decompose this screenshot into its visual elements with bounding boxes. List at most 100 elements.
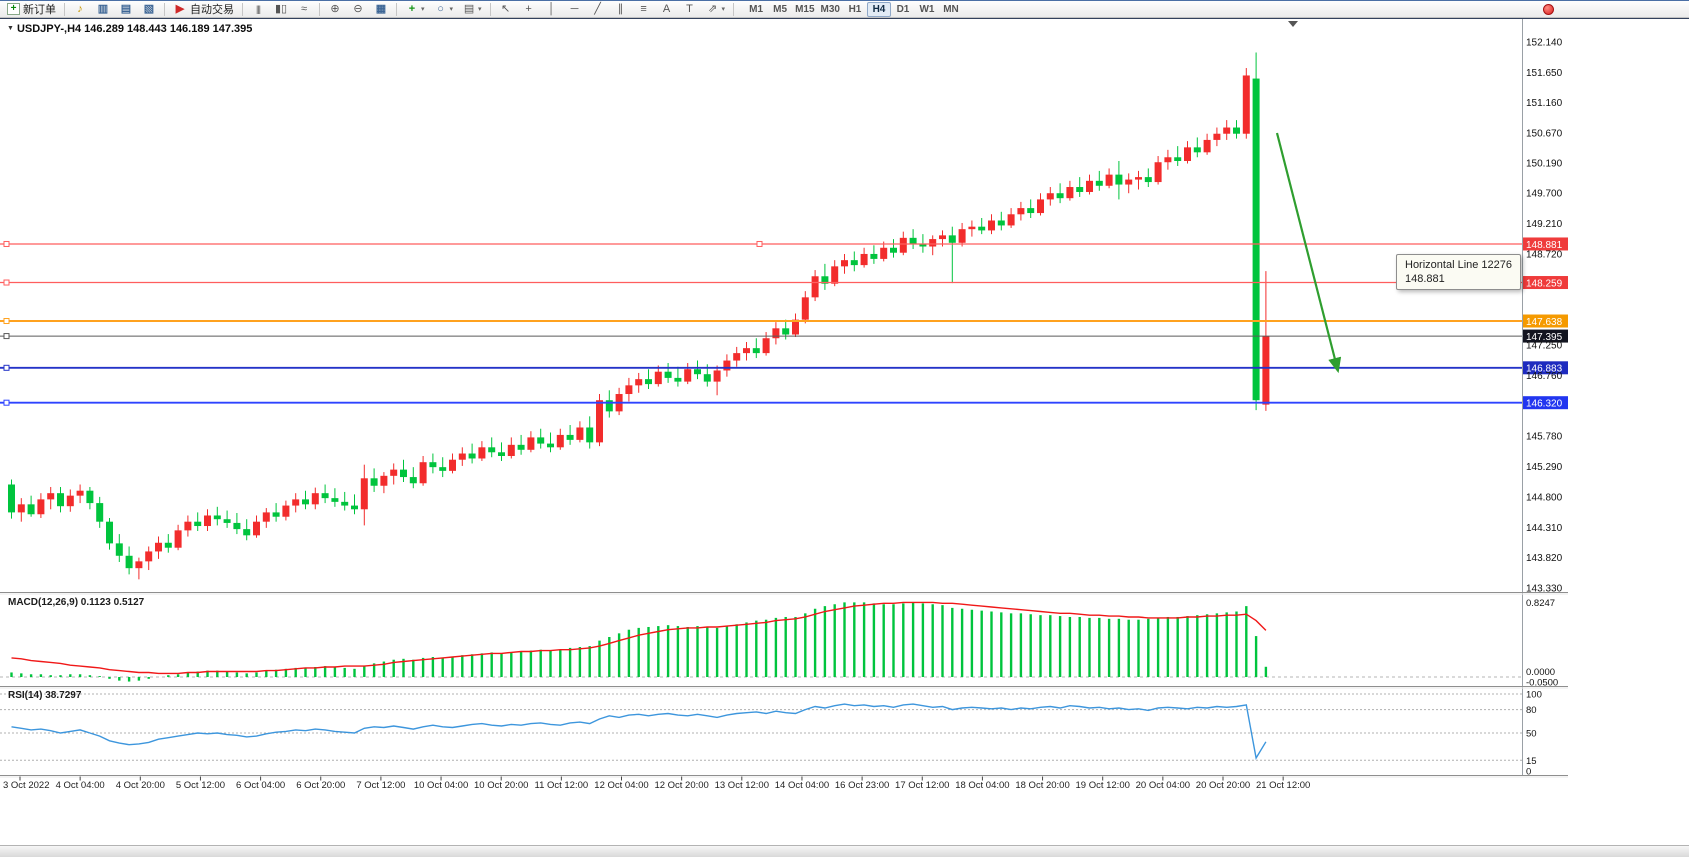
svg-text:143.330: 143.330 — [1526, 584, 1563, 595]
tf-m1-button[interactable]: M1 — [744, 2, 768, 17]
candlestick-icon: ▮▯ — [274, 2, 288, 15]
toolbar-separator — [733, 2, 735, 16]
notification-icon[interactable] — [1543, 4, 1554, 15]
cursor-button[interactable]: ↖ — [495, 2, 517, 17]
tf-h1-button[interactable]: H1 — [843, 2, 867, 17]
new-order-icon: + — [7, 3, 20, 15]
crosshair-button[interactable]: + — [518, 2, 540, 17]
svg-text:0: 0 — [1526, 767, 1531, 778]
svg-text:3 Oct 2022: 3 Oct 2022 — [3, 780, 49, 791]
tf-d1-button[interactable]: D1 — [891, 2, 915, 17]
main-toolbar: + 新订单 ♪ ▥ ▤ ▧ ▶ 自动交易 ||| ▮▯ ≈ ⊕ ⊖ ▦ + ▾ ○… — [0, 0, 1689, 18]
time-axis[interactable] — [0, 777, 1522, 793]
svg-text:0.0000: 0.0000 — [1526, 667, 1555, 678]
indicators-icon: + — [408, 2, 416, 15]
svg-text:80: 80 — [1526, 705, 1537, 716]
svg-text:146.760: 146.760 — [1526, 371, 1563, 382]
svg-text:6 Oct 04:00: 6 Oct 04:00 — [236, 780, 285, 791]
svg-text:152.140: 152.140 — [1526, 38, 1563, 49]
svg-text:18 Oct 20:00: 18 Oct 20:00 — [1015, 780, 1069, 791]
svg-text:146.320: 146.320 — [1526, 398, 1563, 409]
svg-text:6 Oct 20:00: 6 Oct 20:00 — [296, 780, 345, 791]
tf-h4-button[interactable]: H4 — [866, 1, 891, 17]
zoom-out-button[interactable]: ⊖ — [347, 2, 369, 17]
svg-text:7 Oct 12:00: 7 Oct 12:00 — [356, 780, 405, 791]
new-order-label: 新订单 — [23, 4, 56, 16]
chevron-down-icon: ▾ — [421, 6, 425, 13]
candlestick-button[interactable]: ▮▯ — [270, 2, 292, 17]
tooltip-line1: Horizontal Line 12276 — [1405, 259, 1513, 271]
periods-button[interactable]: ○ ▾ — [430, 2, 458, 17]
text-label-button[interactable]: T — [679, 2, 701, 17]
svg-text:143.820: 143.820 — [1526, 553, 1563, 564]
crosshair-icon: + — [525, 2, 532, 15]
timeframe-toolbar: M1 M5 M15 M30 H1 H4 D1 W1 MN — [744, 1, 963, 17]
autotrading-button[interactable]: ▶ 自动交易 — [169, 2, 238, 17]
tf-m30-button[interactable]: M30 — [818, 2, 843, 17]
chart-title: ▼ USDJPY-,H4 146.289 148.443 146.189 147.… — [7, 23, 252, 35]
svg-text:146.883: 146.883 — [1526, 364, 1563, 375]
svg-text:149.210: 149.210 — [1526, 219, 1563, 230]
navigator-button[interactable]: ▧ — [138, 2, 160, 17]
tile-windows-icon: ▦ — [375, 2, 387, 15]
svg-text:4 Oct 20:00: 4 Oct 20:00 — [116, 780, 165, 791]
channel-button[interactable]: ∥ — [610, 2, 632, 17]
line-chart-button[interactable]: ≈ — [293, 2, 315, 17]
tf-m5-button[interactable]: M5 — [768, 2, 792, 17]
templates-icon: ▤ — [463, 2, 475, 15]
zoom-out-icon: ⊖ — [353, 2, 363, 15]
tf-mn-button[interactable]: MN — [939, 2, 963, 17]
text-button[interactable]: A — [656, 2, 678, 17]
svg-text:151.650: 151.650 — [1526, 68, 1563, 79]
arrows-button[interactable]: ⇗ ▾ — [702, 2, 730, 17]
trendline-button[interactable]: ╱ — [587, 2, 609, 17]
bar-chart-button[interactable]: ||| — [247, 2, 269, 17]
svg-text:148.259: 148.259 — [1526, 278, 1563, 289]
svg-text:4 Oct 04:00: 4 Oct 04:00 — [56, 780, 105, 791]
chart-canvas[interactable]: 148.881 148.259 147.638 147.395 146.883 146.3… — [0, 17, 1689, 857]
svg-text:147.638: 147.638 — [1526, 317, 1563, 328]
vertical-line-button[interactable]: │ — [541, 2, 563, 17]
svg-text:147.250: 147.250 — [1526, 341, 1563, 352]
tf-m15-button[interactable]: M15 — [792, 2, 817, 17]
toolbar-separator — [396, 2, 397, 16]
chevron-down-icon: ▾ — [449, 6, 454, 13]
horizontal-line-button[interactable]: ─ — [564, 2, 586, 17]
svg-text:20 Oct 20:00: 20 Oct 20:00 — [1196, 780, 1250, 791]
new-order-button[interactable]: + 新订单 — [3, 2, 60, 17]
svg-text:5 Oct 12:00: 5 Oct 12:00 — [176, 780, 225, 791]
tf-w1-button[interactable]: W1 — [915, 2, 939, 17]
data-window-icon: ▤ — [120, 2, 132, 15]
price-axis[interactable] — [1523, 19, 1568, 776]
fibonacci-button[interactable]: ≡ — [633, 2, 655, 17]
templates-button[interactable]: ▤ ▾ — [458, 2, 486, 17]
svg-text:147.395: 147.395 — [1526, 332, 1563, 343]
channel-icon: ∥ — [617, 2, 624, 15]
market-watch-icon: ▥ — [97, 2, 109, 15]
tooltip-line2: 148.881 — [1405, 273, 1445, 285]
svg-text:50: 50 — [1526, 729, 1537, 740]
toolbar-separator — [164, 2, 165, 16]
indicators-button[interactable]: + ▾ — [401, 2, 429, 17]
arrow-object-icon: ⇗ — [707, 2, 718, 15]
horizontal-line-icon: ─ — [570, 2, 579, 15]
svg-text:11 Oct 12:00: 11 Oct 12:00 — [534, 780, 588, 791]
macd-label: MACD(12,26,9) 0.1123 0.5127 — [8, 597, 145, 608]
svg-text:145.780: 145.780 — [1526, 432, 1563, 443]
toolbar-separator — [319, 2, 320, 16]
market-watch-button[interactable]: ▥ — [92, 2, 114, 17]
svg-text:20 Oct 04:00: 20 Oct 04:00 — [1136, 780, 1190, 791]
navigator-icon: ▧ — [143, 2, 155, 15]
svg-text:18 Oct 04:00: 18 Oct 04:00 — [955, 780, 1009, 791]
svg-text:12 Oct 04:00: 12 Oct 04:00 — [594, 780, 648, 791]
tile-windows-button[interactable]: ▦ — [370, 2, 392, 17]
svg-text:21 Oct 12:00: 21 Oct 12:00 — [1256, 780, 1310, 791]
toolbar-separator — [64, 2, 65, 16]
sound-button[interactable]: ♪ — [69, 2, 91, 17]
data-window-button[interactable]: ▤ — [115, 2, 137, 17]
svg-text:19 Oct 12:00: 19 Oct 12:00 — [1075, 780, 1129, 791]
svg-text:151.160: 151.160 — [1526, 98, 1563, 109]
zoom-in-button[interactable]: ⊕ — [324, 2, 346, 17]
svg-text:17 Oct 12:00: 17 Oct 12:00 — [895, 780, 949, 791]
